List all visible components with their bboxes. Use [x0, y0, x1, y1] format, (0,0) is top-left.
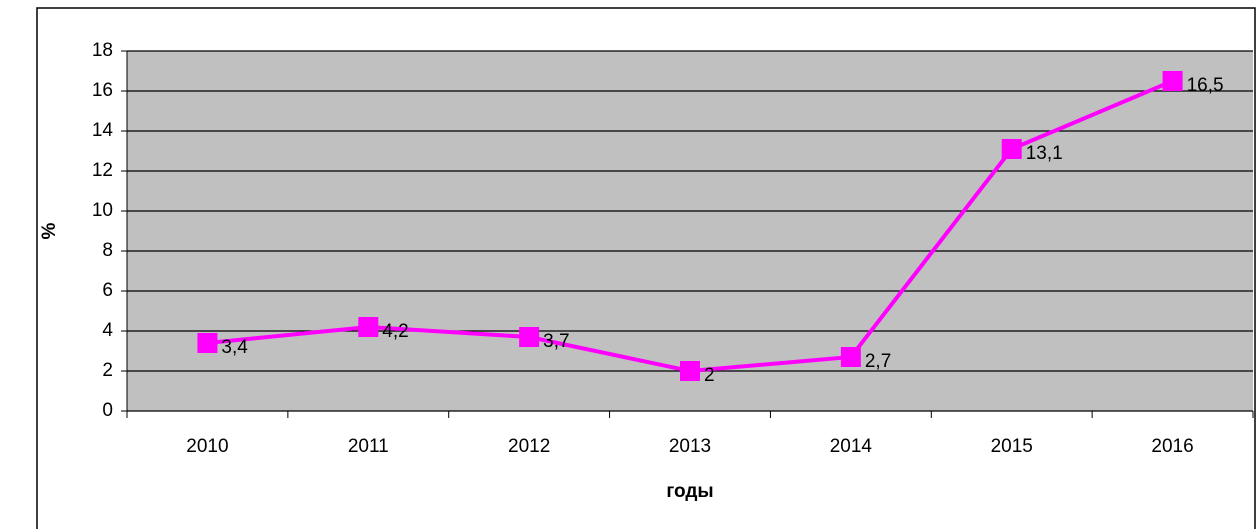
y-tick-label: 18	[92, 40, 113, 61]
data-label: 13,1	[1026, 143, 1063, 164]
x-tick-label: 2010	[186, 436, 228, 457]
x-tick-label: 2014	[830, 436, 873, 457]
plot-area	[127, 51, 1253, 411]
data-label: 2	[704, 365, 715, 386]
data-label: 16,5	[1187, 75, 1224, 96]
y-tick-label: 6	[102, 280, 113, 301]
x-tick-label: 2011	[348, 436, 389, 457]
x-tick-label: 2016	[1151, 436, 1193, 457]
marker	[358, 317, 379, 337]
x-axis-title: годы	[666, 481, 713, 502]
y-tick-label: 0	[102, 400, 113, 421]
y-tick-label: 2	[102, 360, 113, 381]
y-tick-label: 12	[92, 160, 113, 181]
x-tick-label: 2015	[991, 436, 1033, 457]
data-label: 4,2	[382, 321, 408, 342]
data-label: 3,7	[543, 331, 569, 352]
y-tick-label: 4	[102, 320, 113, 341]
marker	[1001, 139, 1022, 159]
data-label: 2,7	[865, 351, 891, 372]
y-tick-label: 14	[92, 120, 114, 141]
y-axis-title: %	[39, 222, 60, 239]
marker	[680, 361, 700, 381]
y-tick-label: 16	[92, 80, 113, 101]
marker	[840, 347, 861, 367]
marker	[519, 327, 540, 347]
x-tick-label: 2012	[508, 436, 550, 457]
marker	[1162, 71, 1183, 91]
y-tick-label: 10	[92, 200, 113, 221]
data-label: 3,4	[221, 337, 248, 358]
y-tick-label: 8	[102, 240, 113, 261]
x-tick-label: 2013	[669, 436, 711, 457]
marker	[197, 333, 218, 353]
